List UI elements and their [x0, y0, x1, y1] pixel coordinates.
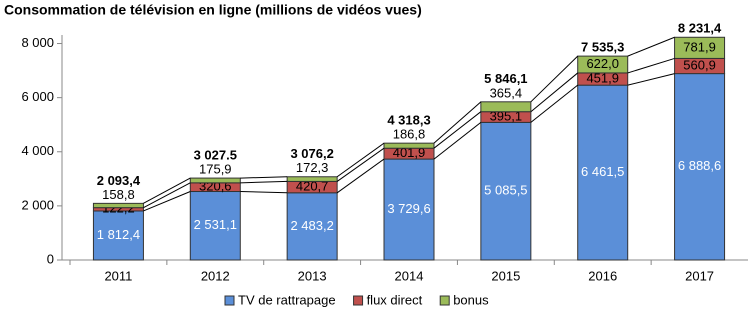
bar-segment: [480, 101, 532, 113]
legend-swatch: [224, 295, 235, 306]
series-line: [433, 111, 482, 149]
total-label: 8 231,4: [678, 21, 722, 36]
value-label: 622,0: [586, 56, 619, 71]
value-label: 186,8: [393, 127, 426, 142]
x-tick-label: 2016: [588, 268, 617, 283]
value-label: 451,9: [586, 70, 619, 85]
value-label: 420,7: [296, 179, 329, 194]
value-label: 395,1: [490, 108, 523, 123]
series-line: [240, 176, 288, 179]
bar-segment: [383, 142, 435, 149]
value-label: 365,4: [490, 85, 523, 100]
series-line: [143, 191, 191, 212]
legend-swatch: [439, 295, 450, 306]
bar-segment: [286, 176, 338, 182]
y-tick-label: 2 000: [21, 197, 54, 212]
series-line: [530, 55, 579, 103]
x-tick-label: 2011: [104, 268, 132, 283]
value-label: 401,9: [393, 145, 426, 160]
legend-swatch: [353, 295, 364, 306]
bar-segment: [189, 177, 241, 184]
series-line: [530, 72, 579, 113]
x-tick-label: 2017: [685, 268, 714, 283]
value-label: 781,9: [683, 39, 716, 54]
total-label: 5 846,1: [484, 71, 527, 86]
bar-segment: [189, 191, 241, 261]
value-label: 560,9: [683, 57, 716, 72]
value-label: 6 461,5: [581, 164, 624, 179]
total-label: 3 076,2: [290, 146, 333, 161]
value-label: 2 531,1: [194, 217, 237, 232]
series-line: [336, 147, 385, 182]
bar-segment: [674, 36, 726, 59]
legend-label: flux direct: [367, 292, 423, 307]
value-label: 5 085,5: [484, 183, 527, 198]
y-tick-label: 0: [47, 251, 54, 266]
series-line: [336, 142, 385, 178]
series-line: [143, 182, 191, 209]
series-line: [627, 57, 675, 74]
series-line: [240, 191, 288, 194]
bar-segment: [577, 84, 629, 261]
x-tick-label: 2014: [395, 268, 424, 283]
legend-label: TV de rattrapage: [238, 292, 336, 307]
total-label: 7 535,3: [581, 40, 624, 55]
value-label: 1 812,4: [97, 227, 140, 242]
total-label: 2 093,4: [97, 173, 141, 188]
series-line: [530, 84, 579, 123]
legend-label: bonus: [453, 292, 489, 307]
chart-title: Consommation de télévision en ligne (mil…: [4, 2, 422, 18]
bar-segment: [286, 192, 338, 261]
y-tick-label: 4 000: [21, 143, 54, 158]
bar-segment: [92, 210, 144, 261]
series-line: [240, 180, 288, 184]
series-line: [627, 73, 675, 86]
series-line: [143, 177, 191, 204]
value-label: 172,3: [296, 160, 329, 175]
value-label: 158,8: [102, 187, 135, 202]
y-tick-label: 8 000: [21, 35, 54, 50]
series-line: [433, 121, 482, 160]
value-label: 175,9: [199, 162, 232, 177]
y-tick-label: 6 000: [21, 89, 54, 104]
total-label: 3 027.5: [194, 148, 237, 163]
value-label: 2 483,2: [290, 218, 333, 233]
value-label: 3 729,6: [387, 201, 430, 216]
x-tick-label: 2015: [491, 268, 520, 283]
total-label: 4 318,3: [387, 113, 430, 128]
x-tick-label: 2013: [298, 268, 327, 283]
series-line: [336, 158, 385, 194]
series-line: [627, 36, 675, 57]
bar-segment: [577, 55, 629, 74]
series-line: [433, 101, 482, 144]
bar-segment: [92, 202, 144, 209]
bar-segment: [480, 121, 532, 261]
value-label: 6 888,6: [678, 158, 721, 173]
x-tick-label: 2012: [201, 268, 230, 283]
